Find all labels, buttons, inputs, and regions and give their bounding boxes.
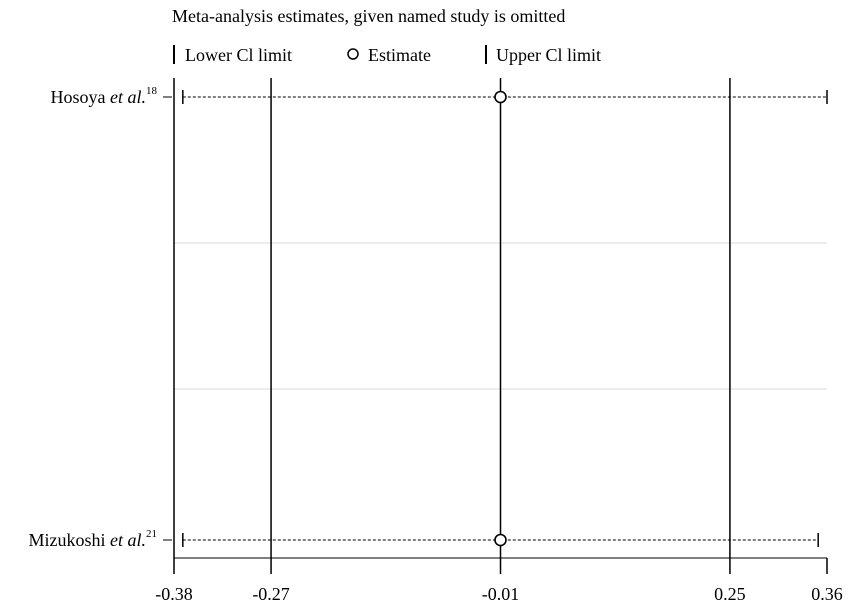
- study-1-estimate-marker: [494, 533, 507, 547]
- study-0-etal: et al.: [110, 87, 146, 107]
- x-tick-label-4: 0.36: [811, 584, 843, 604]
- legend: Lower Cl limit Estimate Upper Cl limit: [173, 45, 601, 65]
- study-row-0: Hosoya et al.18: [51, 85, 828, 107]
- x-tick-label-1: -0.27: [252, 584, 290, 604]
- study-0-name: Hosoya: [51, 87, 111, 107]
- study-1-ref: 21: [146, 528, 157, 540]
- x-tick-label-2: -0.01: [482, 584, 520, 604]
- study-0-label: Hosoya et al.18: [51, 85, 158, 107]
- study-row-1: Mizukoshi et al.21: [28, 528, 819, 550]
- study-1-name: Mizukoshi: [28, 530, 110, 550]
- x-tick-label-3: 0.25: [714, 584, 746, 604]
- reference-lines: [173, 78, 731, 558]
- study-1-etal: et al.: [110, 530, 146, 550]
- legend-estimate-label: Estimate: [368, 45, 431, 65]
- study-1-label: Mizukoshi et al.21: [28, 528, 157, 550]
- legend-upper-label: Upper Cl limit: [496, 45, 601, 65]
- legend-estimate-marker: [347, 48, 359, 60]
- x-axis: -0.38 -0.27 -0.01 0.25 0.36: [155, 557, 843, 604]
- x-tick-label-0: -0.38: [155, 584, 193, 604]
- chart-title: Meta-analysis estimates, given named stu…: [172, 6, 565, 26]
- study-0-ref: 18: [146, 85, 158, 97]
- legend-lower-label: Lower Cl limit: [185, 45, 292, 65]
- study-0-estimate-marker: [494, 90, 507, 104]
